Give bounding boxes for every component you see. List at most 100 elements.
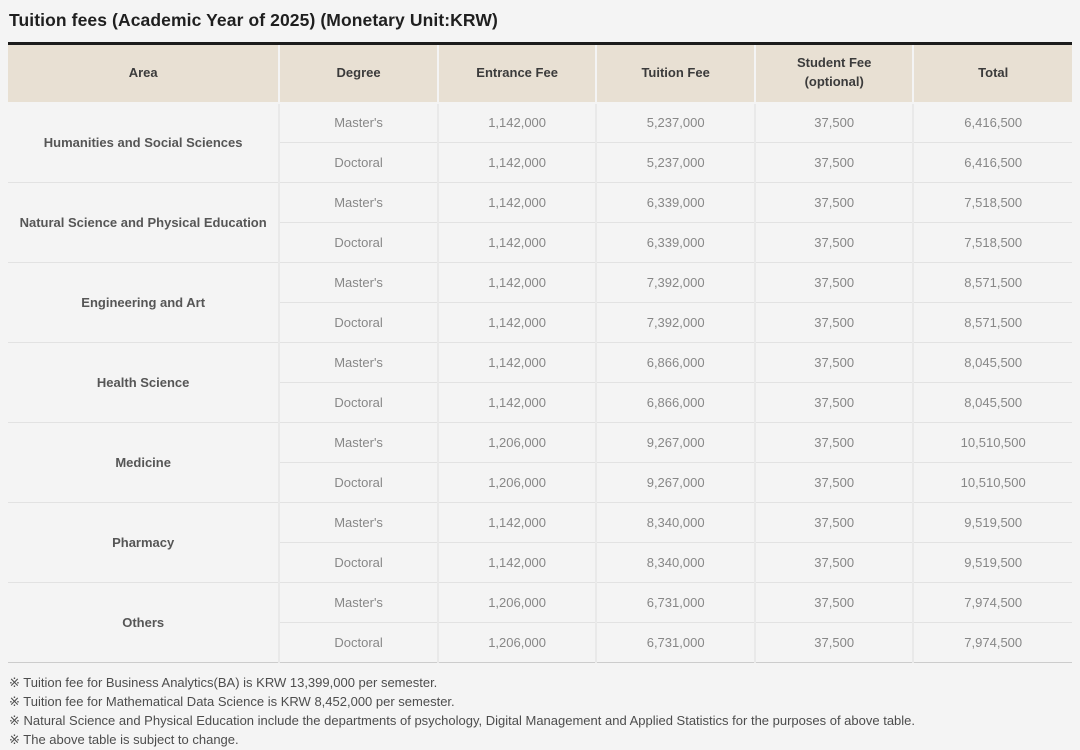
tuition-fee-cell: 9,267,000	[595, 462, 755, 503]
footnote: ※ Tuition fee for Business Analytics(BA)…	[9, 675, 438, 690]
table-row: Doctoral 1,206,000 6,731,000 37,500 7,974,50…	[8, 622, 1072, 663]
entrance-fee-cell: 1,206,000	[436, 462, 597, 503]
table-row: Doctoral 1,142,000 7,392,000 37,500 8,571,50…	[8, 302, 1072, 343]
degree-cell: Doctoral	[278, 142, 438, 183]
student-fee-cell: 37,500	[753, 262, 914, 303]
entrance-fee-cell: 1,142,000	[436, 182, 597, 223]
tuition-fee-cell: 6,339,000	[595, 182, 755, 223]
footnote: ※ Natural Science and Physical Education…	[9, 713, 916, 728]
total-cell: 7,974,500	[912, 582, 1072, 623]
student-fee-cell: 37,500	[753, 302, 914, 343]
total-cell: 9,519,500	[912, 502, 1072, 543]
table-row: Pharmacy Master's 1,142,000 8,340,000 37,500…	[8, 502, 1072, 583]
table-row: Engineering and Art Master's 1,142,000 7,39…	[8, 262, 1072, 343]
student-fee-cell: 37,500	[753, 542, 914, 583]
entrance-fee-cell: 1,142,000	[436, 542, 597, 583]
entrance-fee-cell: 1,206,000	[436, 622, 597, 663]
total-cell: 7,518,500	[912, 222, 1072, 263]
total-cell: 8,571,500	[912, 262, 1072, 303]
table-row: Natural Science and Physical Education Ma…	[8, 182, 1072, 263]
column-header-tuition-fee: Tuition Fee	[595, 42, 755, 104]
fee-table-body: Humanities and Social Sciences Master's 1,…	[8, 102, 1072, 663]
tuition-fee-cell: 6,339,000	[595, 222, 755, 263]
degree-cell: Doctoral	[278, 302, 438, 343]
total-cell: 7,518,500	[912, 182, 1072, 223]
student-fee-cell: 37,500	[753, 142, 914, 183]
entrance-fee-cell: 1,142,000	[436, 142, 597, 183]
table-row: Doctoral 1,142,000 6,339,000 37,500 7,518,50…	[8, 222, 1072, 263]
tuition-fee-cell: 6,866,000	[595, 342, 755, 383]
footnote: ※ The above table is subject to change.	[9, 732, 239, 747]
tuition-fee-cell: 8,340,000	[595, 542, 755, 583]
tuition-fee-cell: 7,392,000	[595, 302, 755, 343]
student-fee-cell: 37,500	[753, 182, 914, 223]
tuition-fee-cell: 5,237,000	[595, 102, 755, 143]
degree-cell: Doctoral	[278, 222, 438, 263]
entrance-fee-cell: 1,142,000	[436, 302, 597, 343]
entrance-fee-cell: 1,142,000	[436, 342, 597, 383]
table-row: Health Science Master's 1,142,000 6,866,000…	[8, 342, 1072, 423]
degree-cell: Master's	[278, 582, 438, 623]
degree-cell: Doctoral	[278, 462, 438, 503]
footnote: ※ Tuition fee for Mathematical Data Scie…	[9, 694, 455, 709]
entrance-fee-cell: 1,206,000	[436, 422, 597, 463]
student-fee-cell: 37,500	[753, 342, 914, 383]
entrance-fee-cell: 1,142,000	[436, 382, 597, 423]
entrance-fee-cell: 1,142,000	[436, 262, 597, 303]
column-header-student-fee-label: Student Fee	[796, 55, 872, 71]
student-fee-cell: 37,500	[753, 382, 914, 423]
tuition-fee-cell: 9,267,000	[595, 422, 755, 463]
table-row: Others Master's 1,206,000 6,731,000 37,500 7,…	[8, 582, 1072, 663]
tuition-fee-cell: 5,237,000	[595, 142, 755, 183]
area-cell: Others	[8, 582, 280, 663]
table-row: Doctoral 1,142,000 5,237,000 37,500 6,416,50…	[8, 142, 1072, 183]
column-header-entrance-fee: Entrance Fee	[436, 42, 597, 104]
degree-cell: Master's	[278, 422, 438, 463]
student-fee-cell: 37,500	[753, 422, 914, 463]
entrance-fee-cell: 1,206,000	[436, 582, 597, 623]
total-cell: 8,045,500	[912, 342, 1072, 383]
area-cell: Medicine	[8, 422, 280, 503]
total-cell: 6,416,500	[912, 142, 1072, 183]
table-row: Doctoral 1,142,000 6,866,000 37,500 8,045,50…	[8, 382, 1072, 423]
column-header-total: Total	[912, 42, 1072, 104]
total-cell: 8,571,500	[912, 302, 1072, 343]
table-row: Humanities and Social Sciences Master's 1,…	[8, 102, 1072, 183]
column-header-student-fee-sublabel: (optional)	[804, 74, 864, 90]
student-fee-cell: 37,500	[753, 462, 914, 503]
student-fee-cell: 37,500	[753, 582, 914, 623]
area-cell: Health Science	[8, 342, 280, 423]
total-cell: 9,519,500	[912, 542, 1072, 583]
degree-cell: Master's	[278, 102, 438, 143]
area-cell: Pharmacy	[8, 502, 280, 583]
footnotes: ※ Tuition fee for Business Analytics(BA)…	[9, 676, 1072, 746]
area-cell: Natural Science and Physical Education	[8, 182, 280, 263]
page-title: Tuition fees (Academic Year of 2025) (Mo…	[9, 10, 498, 30]
area-cell: Humanities and Social Sciences	[8, 102, 280, 183]
degree-cell: Master's	[278, 502, 438, 543]
table-row: Doctoral 1,142,000 8,340,000 37,500 9,519,50…	[8, 542, 1072, 583]
degree-cell: Doctoral	[278, 542, 438, 583]
tuition-fee-cell: 8,340,000	[595, 502, 755, 543]
student-fee-cell: 37,500	[753, 502, 914, 543]
degree-cell: Doctoral	[278, 622, 438, 663]
total-cell: 6,416,500	[912, 102, 1072, 143]
degree-cell: Master's	[278, 262, 438, 303]
degree-cell: Master's	[278, 182, 438, 223]
total-cell: 8,045,500	[912, 382, 1072, 423]
table-header: Area Degree Entrance Fee Tuition Fee Stu…	[8, 42, 1072, 104]
area-cell: Engineering and Art	[8, 262, 280, 343]
degree-cell: Doctoral	[278, 382, 438, 423]
entrance-fee-cell: 1,142,000	[436, 222, 597, 263]
table-row: Doctoral 1,206,000 9,267,000 37,500 10,510,5…	[8, 462, 1072, 503]
total-cell: 10,510,500	[912, 462, 1072, 503]
student-fee-cell: 37,500	[753, 222, 914, 263]
student-fee-cell: 37,500	[753, 622, 914, 663]
tuition-fee-table: Area Degree Entrance Fee Tuition Fee Stu…	[8, 42, 1072, 663]
tuition-fee-cell: 6,866,000	[595, 382, 755, 423]
header-row: Area Degree Entrance Fee Tuition Fee Stu…	[8, 42, 1072, 104]
table-row: Medicine Master's 1,206,000 9,267,000 37,500…	[8, 422, 1072, 503]
degree-cell: Master's	[278, 342, 438, 383]
student-fee-cell: 37,500	[753, 102, 914, 143]
